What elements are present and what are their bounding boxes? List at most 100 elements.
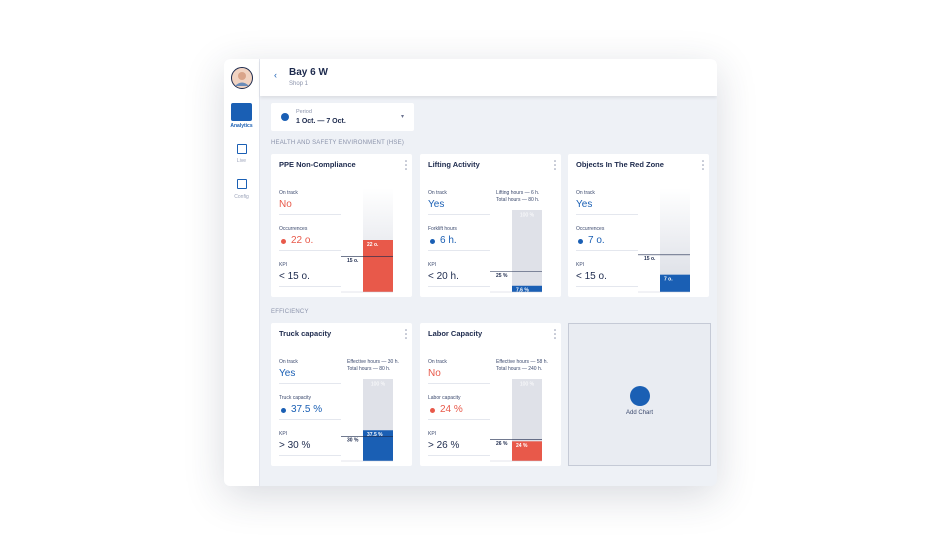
- kpi-card: Labor Capacity On track No Labor capacity 24…: [420, 323, 561, 466]
- period-label: Period: [296, 109, 312, 115]
- sidebar: Analytics Live Config: [224, 59, 260, 486]
- section-title: HEALTH AND SAFETY ENVIRONMENT (HSE): [271, 140, 405, 146]
- period-value: 1 Oct. — 7 Oct.: [296, 118, 346, 125]
- status-dot: [430, 408, 435, 413]
- divider: [428, 250, 490, 251]
- field-label: Forklift hours: [428, 226, 457, 232]
- menu-dot: [554, 164, 556, 166]
- note: Effective hours — 30 h.: [347, 359, 399, 365]
- field-value: 37.5 %: [291, 404, 323, 415]
- clock-icon: [281, 113, 289, 121]
- gauge-fill: [512, 285, 542, 292]
- more-menu[interactable]: [553, 160, 557, 170]
- menu-dot: [554, 160, 556, 162]
- field-label: On track: [428, 359, 447, 365]
- divider: [576, 214, 638, 215]
- header: ‹ Bay 6 W Shop 1: [260, 59, 717, 96]
- field-value: < 20 h.: [428, 271, 459, 282]
- add-chart[interactable]: Add Chart: [568, 323, 711, 466]
- menu-dot: [405, 168, 407, 170]
- kpi-card: Truck capacity On track Yes Truck capacity 3…: [271, 323, 412, 466]
- menu-dot: [702, 168, 704, 170]
- field-value: > 26 %: [428, 440, 460, 451]
- divider: [428, 383, 490, 384]
- gauge-fill: [363, 430, 393, 461]
- gauge: 100 % 24 % 26 %: [490, 379, 542, 462]
- add-chart-icon: [630, 386, 650, 406]
- field-value: 6 h.: [440, 235, 457, 246]
- field-value: < 15 o.: [576, 271, 607, 282]
- config-icon[interactable]: [237, 179, 247, 189]
- status-dot: [578, 239, 583, 244]
- nav-label[interactable]: Live: [236, 158, 247, 164]
- card-title: Lifting Activity: [428, 160, 480, 169]
- gauge-max-label: 100 %: [371, 381, 386, 387]
- gauge-value-label: 7.6 %: [516, 288, 529, 294]
- more-menu[interactable]: [404, 160, 408, 170]
- nav-label[interactable]: Config: [234, 194, 249, 200]
- menu-dot: [554, 337, 556, 339]
- gauge-value-label: 24 %: [516, 443, 528, 449]
- card-title: PPE Non-Compliance: [279, 160, 356, 169]
- gauge-value-label: 22 o.: [367, 242, 379, 248]
- more-menu[interactable]: [701, 160, 705, 170]
- more-menu[interactable]: [404, 329, 408, 339]
- field-value: No: [279, 199, 292, 210]
- gauge-value-label: 37.5 %: [367, 432, 383, 438]
- status-dot: [430, 239, 435, 244]
- field-label: On track: [279, 190, 298, 196]
- note: Total hours — 80 h.: [347, 366, 391, 372]
- status-dot: [281, 239, 286, 244]
- field-label: KPI: [428, 431, 437, 437]
- note: Total hours — 80 h.: [496, 197, 540, 203]
- field-label: KPI: [279, 431, 288, 437]
- divider: [428, 286, 490, 287]
- avatar[interactable]: [231, 67, 253, 89]
- live-icon[interactable]: [237, 144, 247, 154]
- field-value: > 30 %: [279, 440, 311, 451]
- threshold-label: 30 %: [347, 438, 359, 444]
- kpi-card: Lifting Activity On track Yes Forklift hour…: [420, 154, 561, 297]
- field-label: KPI: [576, 262, 585, 268]
- field-label: On track: [428, 190, 447, 196]
- menu-dot: [405, 329, 407, 331]
- menu-dot: [405, 337, 407, 339]
- gauge-max-label: 100 %: [520, 381, 535, 387]
- divider: [428, 214, 490, 215]
- section-title: EFFICIENCY: [271, 309, 309, 315]
- analytics-icon[interactable]: [231, 103, 252, 121]
- threshold-label: 25 %: [496, 273, 508, 279]
- period-selector[interactable]: Period 1 Oct. — 7 Oct. ▾: [271, 103, 414, 131]
- status-dot: [281, 408, 286, 413]
- card-title: Truck capacity: [279, 329, 332, 338]
- menu-dot: [554, 168, 556, 170]
- menu-dot: [405, 333, 407, 335]
- field-label: Truck capacity: [279, 395, 312, 401]
- field-label: Occurrences: [279, 226, 308, 232]
- nav-label[interactable]: Analytics: [230, 123, 253, 129]
- kpi-card: PPE Non-Compliance On track No Occurrences 2…: [271, 154, 412, 297]
- page-title: Bay 6 W: [289, 67, 328, 78]
- back-button[interactable]: ‹: [274, 70, 277, 80]
- field-label: Occurrences: [576, 226, 605, 232]
- gauge-fill: [660, 274, 690, 292]
- divider: [279, 250, 341, 251]
- field-label: KPI: [428, 262, 437, 268]
- gauge: 7 o. 15 o.: [638, 188, 690, 293]
- divider: [576, 286, 638, 287]
- note: Total hours — 240 h.: [496, 366, 543, 372]
- menu-dot: [554, 333, 556, 335]
- divider: [279, 383, 341, 384]
- gauge: 22 o. 15 o.: [341, 188, 393, 293]
- field-label: On track: [576, 190, 595, 196]
- threshold-label: 26 %: [496, 441, 508, 447]
- gauge: 100 % 37.5 % 30 %: [341, 379, 393, 462]
- more-menu[interactable]: [553, 329, 557, 339]
- gauge-track: [512, 210, 542, 292]
- menu-dot: [702, 164, 704, 166]
- divider: [428, 419, 490, 420]
- gauge-track: [660, 188, 690, 292]
- note: Effective hours — 58 h.: [496, 359, 548, 365]
- card-title: Objects In The Red Zone: [576, 160, 664, 169]
- app-window: Analytics Live Config ‹ Bay 6 W Shop 1 P…: [224, 59, 717, 486]
